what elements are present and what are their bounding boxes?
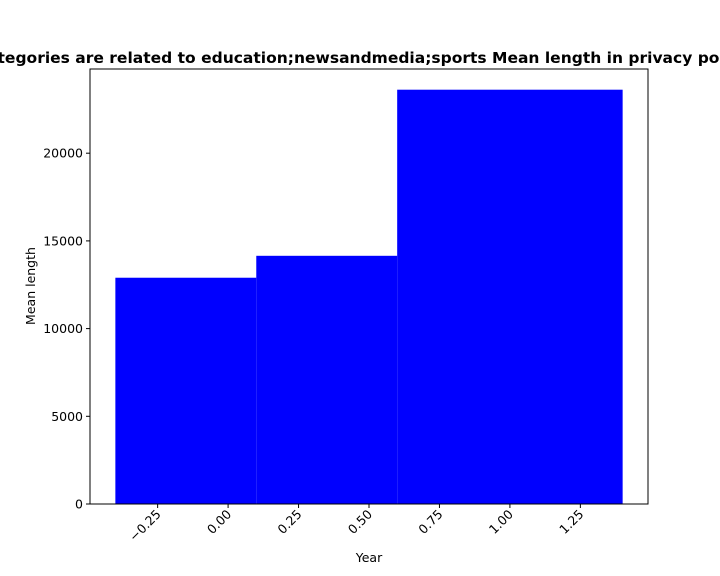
- y-axis: 0 5000 10000 15000 20000: [43, 146, 90, 512]
- y-tick-label: 15000: [43, 233, 83, 248]
- bars-group: [115, 89, 623, 505]
- y-axis-label: Mean length: [23, 247, 38, 325]
- y-tick-label: 5000: [51, 409, 83, 424]
- x-axis-label: Year: [355, 550, 383, 565]
- chart-title: Categories are related to education;news…: [0, 49, 720, 67]
- y-tick-label: 0: [75, 497, 83, 512]
- bar-1: [115, 277, 257, 504]
- bar-2: [256, 255, 398, 504]
- y-tick-label: 10000: [43, 321, 83, 336]
- bar-3: [397, 89, 623, 505]
- y-tick-label: 20000: [43, 146, 83, 161]
